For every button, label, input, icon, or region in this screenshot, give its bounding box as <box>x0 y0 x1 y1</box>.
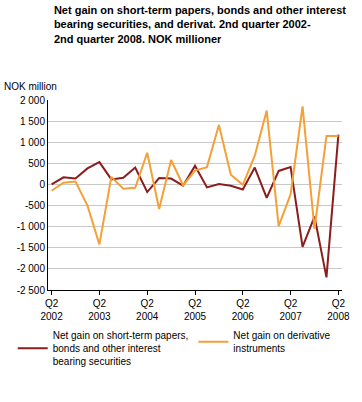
svg-text:Q22005: Q22005 <box>184 298 207 322</box>
svg-text:-1 000: -1 000 <box>17 221 46 232</box>
svg-text:Q22003: Q22003 <box>88 298 111 322</box>
svg-text:Q22004: Q22004 <box>136 298 159 322</box>
svg-text:1 500: 1 500 <box>20 116 45 127</box>
svg-text:500: 500 <box>28 158 45 169</box>
svg-text:-2 000: -2 000 <box>17 263 46 274</box>
svg-text:-2 500: -2 500 <box>17 285 46 296</box>
svg-text:Q22007: Q22007 <box>279 298 302 322</box>
svg-text:0: 0 <box>39 179 45 190</box>
svg-text:2 000: 2 000 <box>20 95 45 106</box>
svg-text:-500: -500 <box>25 200 45 211</box>
svg-text:NOK million: NOK million <box>4 81 57 92</box>
svg-text:Net gain on short-term papers,: Net gain on short-term papers,bonds and … <box>53 330 189 367</box>
svg-text:1 000: 1 000 <box>20 137 45 148</box>
svg-text:Net gain on derivativeinstrume: Net gain on derivativeinstruments <box>233 330 330 354</box>
svg-text:Q22006: Q22006 <box>232 298 255 322</box>
svg-text:Net gain on short-term papers,: Net gain on short-term papers, bonds and… <box>54 4 346 45</box>
svg-text:Q22002: Q22002 <box>40 298 63 322</box>
svg-text:-1 500: -1 500 <box>17 242 46 253</box>
svg-text:Q22008: Q22008 <box>327 298 350 322</box>
